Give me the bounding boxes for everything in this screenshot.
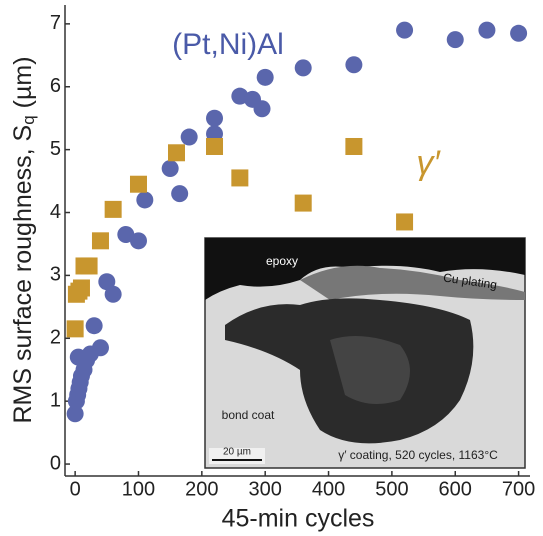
point — [294, 194, 312, 212]
point — [510, 24, 528, 42]
y-tick-label: 7 — [50, 12, 61, 34]
inset-label: bond coat — [222, 408, 275, 422]
point — [253, 100, 271, 118]
y-tick-label: 2 — [50, 327, 61, 349]
x-axis-label: 45-min cycles — [222, 505, 375, 533]
y-tick-label: 4 — [50, 201, 61, 223]
point — [345, 56, 363, 74]
y-axis-label-main: RMS surface roughness, S — [9, 125, 37, 424]
point — [206, 109, 224, 127]
point — [91, 339, 109, 357]
point — [66, 320, 84, 338]
point — [72, 279, 90, 297]
y-axis-label-sub: q — [19, 115, 38, 124]
point — [80, 257, 98, 275]
point — [161, 159, 179, 177]
point — [345, 137, 363, 155]
point — [446, 31, 464, 49]
x-tick-label: 700 — [502, 478, 535, 500]
point — [98, 273, 116, 291]
x-tick-label: 0 — [70, 478, 81, 500]
point — [136, 191, 154, 209]
point — [396, 21, 414, 39]
point — [129, 175, 147, 193]
x-tick-label: 200 — [185, 478, 218, 500]
series-label: γ′ — [416, 144, 441, 182]
point — [478, 21, 496, 39]
x-tick-label: 100 — [122, 478, 155, 500]
point — [104, 285, 122, 303]
point — [396, 213, 414, 231]
point — [206, 137, 224, 155]
point — [104, 200, 122, 218]
point — [91, 232, 109, 250]
point — [294, 59, 312, 77]
y-tick-label: 1 — [50, 389, 61, 411]
y-tick-label: 0 — [50, 452, 61, 474]
point — [129, 232, 147, 250]
point — [180, 128, 198, 146]
point — [167, 144, 185, 162]
inset-image — [204, 237, 526, 469]
point — [171, 185, 189, 203]
point — [66, 405, 84, 423]
point — [256, 68, 274, 86]
y-axis-label: RMS surface roughness, Sq (µm) — [9, 56, 39, 423]
marks — [64, 5, 530, 477]
inset-label: epoxy — [266, 254, 298, 268]
x-tick-label: 600 — [439, 478, 472, 500]
inset-label: γ′ coating, 520 cycles, 1163°C — [338, 448, 498, 462]
point — [231, 169, 249, 187]
y-axis-label-unit: (µm) — [9, 56, 37, 115]
x-tick-label: 400 — [312, 478, 345, 500]
point — [85, 317, 103, 335]
series-label: (Pt,Ni)Al — [172, 28, 284, 61]
inset-label: 20 µm — [223, 447, 251, 458]
point — [117, 226, 135, 244]
x-tick-label: 300 — [249, 478, 282, 500]
x-tick-label: 500 — [375, 478, 408, 500]
y-tick-label: 3 — [50, 264, 61, 286]
y-tick-label: 5 — [50, 138, 61, 160]
y-tick-label: 6 — [50, 75, 61, 97]
